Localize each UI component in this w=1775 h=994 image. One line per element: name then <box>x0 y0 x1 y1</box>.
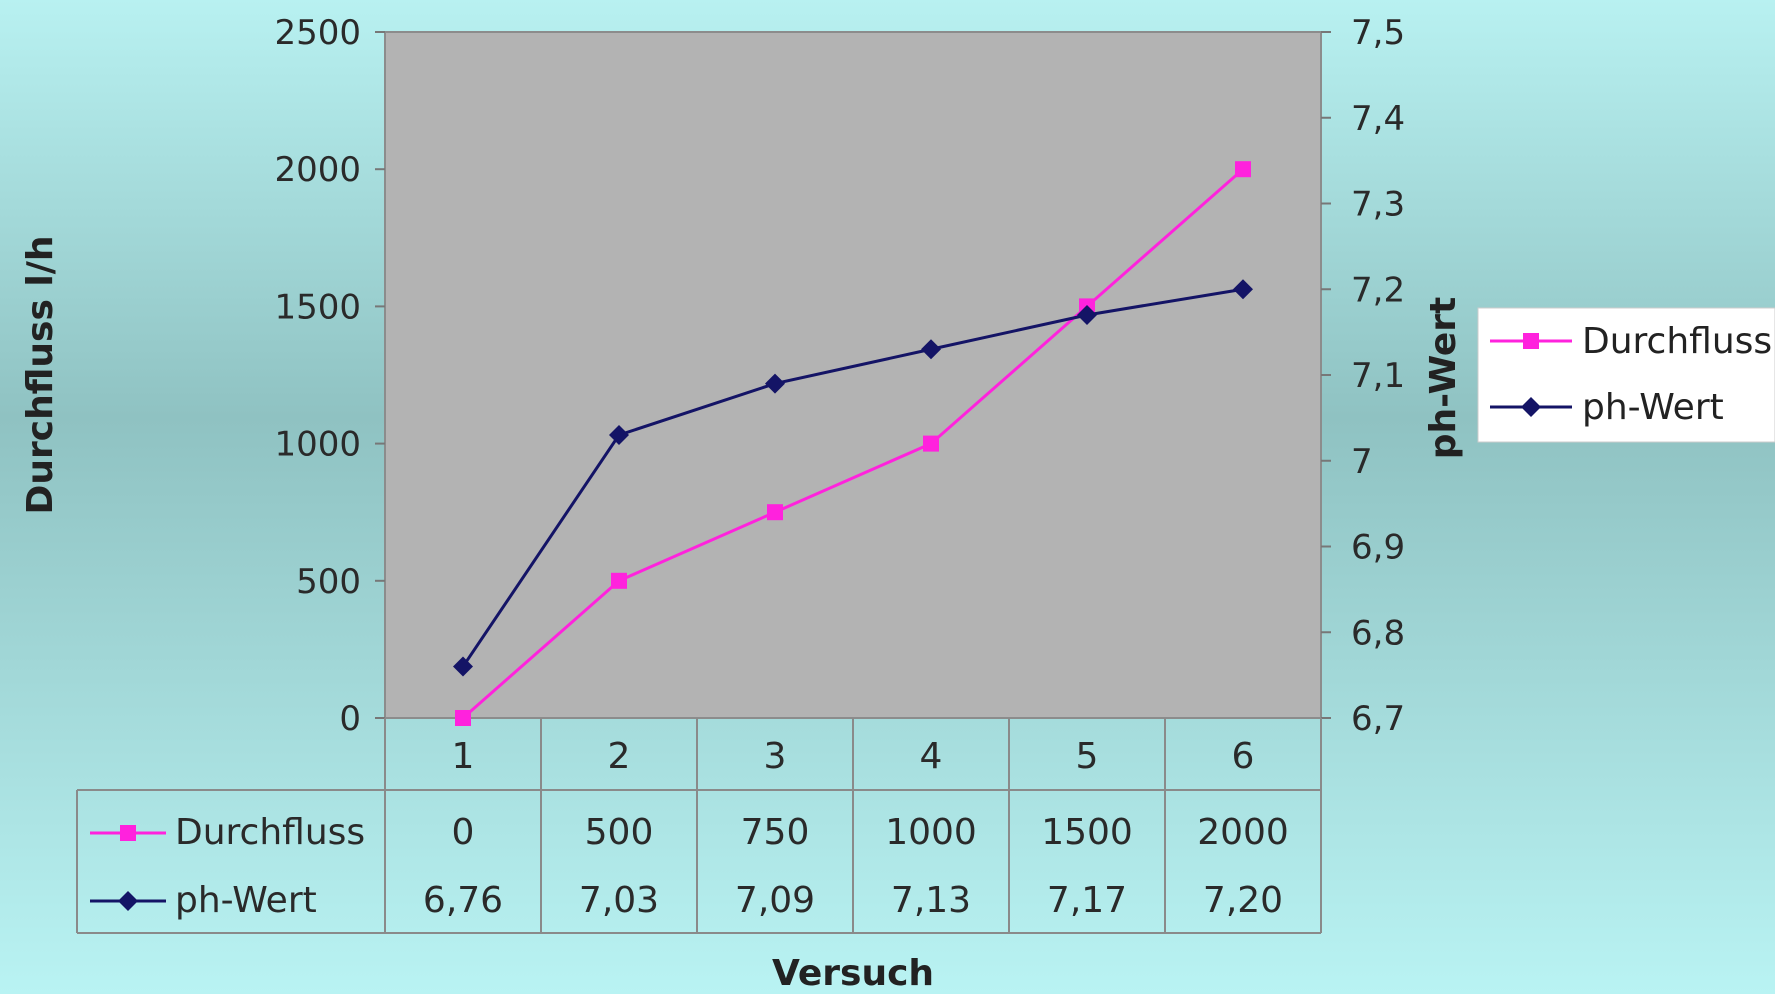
data-table: 1 2 3 4 5 6 Durchfluss 0 500 750 1000 1500 2000 ph-We… <box>76 718 1322 934</box>
category-label: 1 <box>452 736 475 777</box>
durchfluss-value-cell: 1500 <box>1041 812 1133 853</box>
plot-area <box>384 31 1322 719</box>
category-label: 4 <box>920 736 943 777</box>
ph-wert-point <box>921 339 941 360</box>
durchfluss-value-cell: 2000 <box>1197 812 1289 853</box>
durchfluss-value-cell: 500 <box>585 812 654 853</box>
durchfluss-value-cell: 1000 <box>885 812 977 853</box>
right-tick-label: 6,9 <box>1351 528 1405 568</box>
durchfluss-point <box>767 504 783 521</box>
right-tick-label: 7 <box>1351 442 1373 482</box>
ph-wert-value-cell: 6,76 <box>423 880 503 921</box>
y2-axis-title: ph-Wert <box>1423 297 1464 460</box>
right-tick-label: 7,1 <box>1351 356 1405 396</box>
ph-wert-value-cell: 7,03 <box>579 880 659 921</box>
durchfluss-row-label: Durchfluss <box>175 812 365 853</box>
left-tick-label: 1000 <box>274 425 361 465</box>
durchfluss-point <box>611 572 627 589</box>
legend-box <box>1477 307 1775 443</box>
ph-wert-row-label: ph-Wert <box>175 880 317 921</box>
series-layer <box>453 161 1253 726</box>
left-tick-label: 2000 <box>274 150 361 190</box>
legend-key-marker-durchfluss <box>1523 333 1539 349</box>
ph-wert-value-cell: 7,13 <box>891 880 971 921</box>
ph-wert-point <box>453 656 473 677</box>
left-tick-label: 1500 <box>274 287 361 327</box>
ph-wert-point <box>1233 279 1253 300</box>
left-tick-label: 500 <box>296 562 361 602</box>
legend-label-ph-wert: ph-Wert <box>1582 387 1724 428</box>
ph-wert-value-cell: 7,20 <box>1203 880 1283 921</box>
durchfluss-table-key-marker <box>120 825 136 841</box>
y-axis-title: Durchfluss l/h <box>20 235 61 514</box>
ph-wert-value-cell: 7,17 <box>1047 880 1127 921</box>
durchfluss-value-cell: 0 <box>452 812 475 853</box>
ph-wert-point <box>609 425 629 446</box>
legend-label-durchfluss: Durchfluss <box>1582 321 1772 362</box>
left-tick-label: 2500 <box>274 13 361 53</box>
left-tick-label: 0 <box>339 699 361 739</box>
durchfluss-point <box>923 435 939 452</box>
category-label: 6 <box>1232 736 1255 777</box>
ph-wert-point <box>1077 304 1097 325</box>
right-tick-label: 7,5 <box>1351 13 1405 53</box>
ph-wert-table-key-marker <box>118 891 138 911</box>
left-y-axis: 0 500 1000 1500 2000 2500 <box>274 13 385 739</box>
right-y-axis: 6,7 6,8 6,9 7 7,1 7,2 7,3 7,4 7,5 <box>1321 13 1405 739</box>
durchfluss-point <box>1235 161 1251 178</box>
right-tick-label: 6,8 <box>1351 613 1405 653</box>
category-label: 2 <box>608 736 631 777</box>
series-line-ph-wert <box>461 287 1244 668</box>
x-axis-title: Versuch <box>772 953 934 994</box>
series-line-durchfluss <box>462 168 1244 720</box>
ph-wert-point <box>765 373 785 394</box>
durchfluss-point <box>455 710 471 726</box>
ph-wert-value-cell: 7,09 <box>735 880 815 921</box>
right-tick-label: 6,7 <box>1351 699 1405 739</box>
right-tick-label: 7,3 <box>1351 185 1405 225</box>
category-label: 5 <box>1076 736 1099 777</box>
category-label: 3 <box>764 736 787 777</box>
durchfluss-value-cell: 750 <box>741 812 810 853</box>
right-tick-label: 7,4 <box>1351 99 1405 139</box>
legend: Durchfluss ph-Wert <box>1477 307 1775 443</box>
legend-key-marker-ph-wert <box>1521 397 1541 417</box>
right-tick-label: 7,2 <box>1351 270 1405 310</box>
